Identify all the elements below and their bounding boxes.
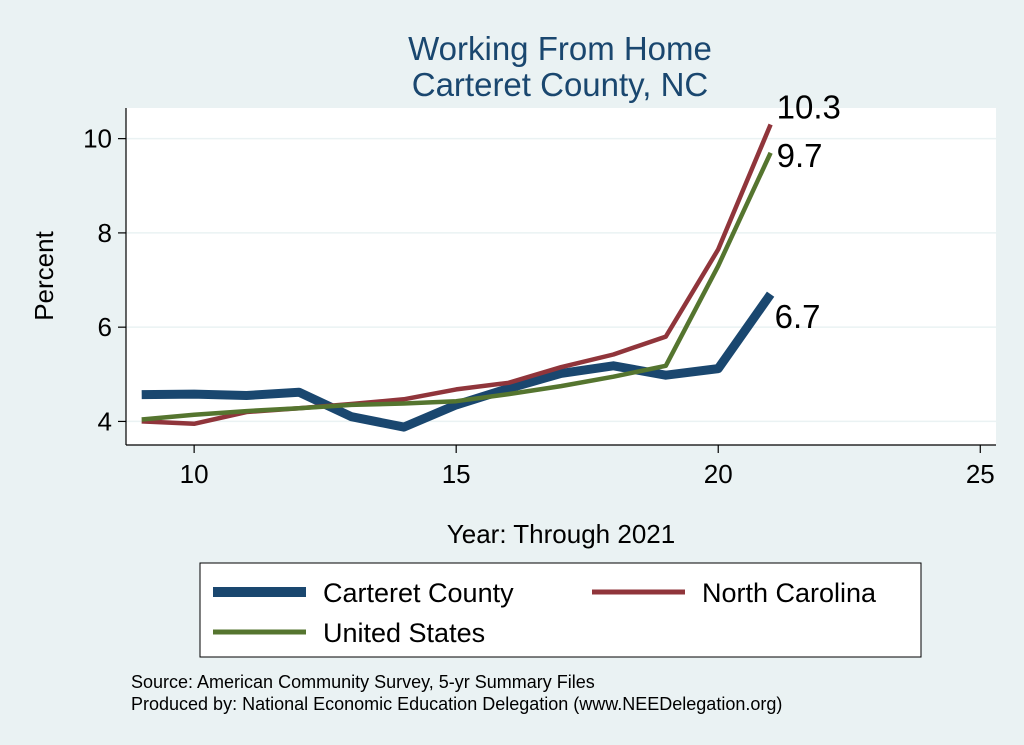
legend-label-united-states: United States: [323, 618, 485, 648]
y-tick-label-4: 4: [98, 406, 112, 436]
gridlines: [126, 137, 996, 423]
y-tick-label-8: 8: [98, 218, 112, 248]
y-axis-title: Percent: [29, 230, 59, 320]
producer-note: Produced by: National Economic Education…: [131, 694, 782, 714]
chart-title-line-2: Carteret County, NC: [412, 66, 708, 103]
end-label-carteret-county: 6.7: [775, 298, 821, 335]
y-tick-label-6: 6: [98, 312, 112, 342]
plot-area: [126, 108, 996, 445]
x-tick-label-25: 25: [966, 459, 995, 489]
x-axis-title: Year: Through 2021: [447, 519, 675, 549]
x-tick-label-10: 10: [180, 459, 209, 489]
x-tick-label-20: 20: [704, 459, 733, 489]
legend-box: [199, 562, 922, 658]
x-tick-label-15: 15: [442, 459, 471, 489]
end-label-north-carolina: 10.3: [777, 88, 841, 125]
end-labels: 6.7 10.3 9.7: [775, 88, 841, 335]
source-note: Source: American Community Survey, 5-yr …: [131, 672, 595, 692]
series-line-united-states: [141, 151, 773, 422]
legend-label-north-carolina: North Carolina: [702, 578, 877, 608]
legend-label-carteret-county: Carteret County: [323, 578, 514, 608]
series-lines: [141, 123, 775, 432]
chart-title-line-1: Working From Home: [408, 30, 712, 67]
axes: 4 6 8 10 10 15 20 25: [83, 108, 996, 489]
series-line-carteret-county: [141, 291, 775, 432]
y-tick-label-10: 10: [83, 124, 112, 154]
end-label-united-states: 9.7: [777, 137, 823, 174]
legend: Carteret County North Carolina United St…: [199, 562, 922, 658]
